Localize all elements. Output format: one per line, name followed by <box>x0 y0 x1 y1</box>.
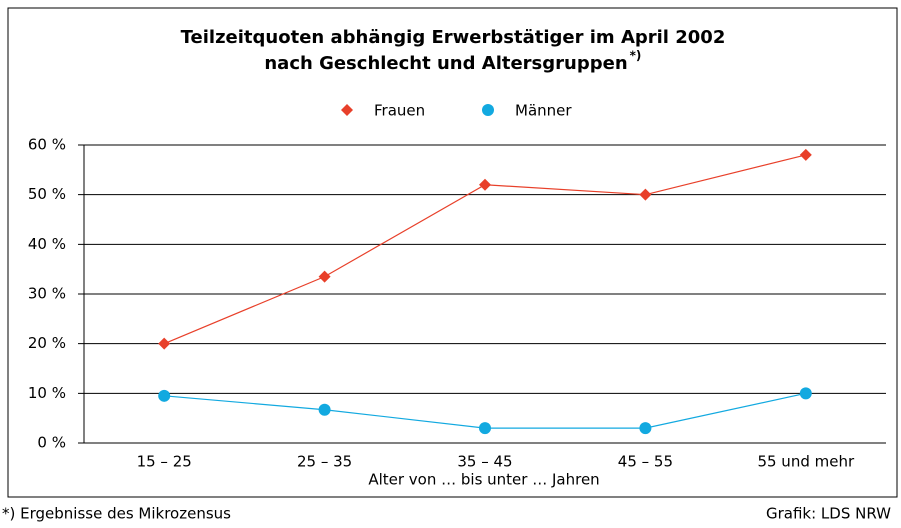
marker <box>479 422 491 435</box>
marker <box>318 403 331 416</box>
legend-label: Männer <box>515 102 572 120</box>
legend-marker <box>482 104 494 116</box>
marker <box>158 337 171 350</box>
legend-label: Frauen <box>374 102 425 120</box>
chart-title: Teilzeitquoten abhängig Erwerbstätiger i… <box>181 27 726 48</box>
marker <box>799 387 812 400</box>
marker <box>799 148 812 161</box>
legend-marker <box>341 104 353 116</box>
x-tick-label: 25 – 35 <box>297 453 352 471</box>
y-tick-label: 40 % <box>28 235 66 253</box>
source: Grafik: LDS NRW <box>766 505 891 523</box>
frame <box>7 7 898 498</box>
marker <box>639 188 652 201</box>
x-axis-label: Alter von … bis unter … Jahren <box>368 471 599 489</box>
x-tick-label: 35 – 45 <box>457 453 512 471</box>
y-tick-label: 50 % <box>28 185 66 203</box>
y-tick-label: 10 % <box>28 384 66 402</box>
y-tick-label: 0 % <box>37 434 66 452</box>
marker <box>318 270 331 283</box>
y-tick-label: 30 % <box>28 285 66 303</box>
x-tick-label: 15 – 25 <box>137 453 192 471</box>
title-marker: *) <box>630 49 642 63</box>
marker <box>158 389 171 402</box>
chart-subtitle: nach Geschlecht und Altersgruppen <box>264 53 627 74</box>
y-tick-label: 20 % <box>28 334 66 352</box>
marker <box>639 422 652 435</box>
footnote: *) Ergebnisse des Mikrozensus <box>2 505 231 523</box>
x-tick-label: 45 – 55 <box>618 453 673 471</box>
x-tick-label: 55 und mehr <box>757 453 855 471</box>
y-tick-label: 60 % <box>28 136 66 154</box>
marker <box>479 178 491 191</box>
